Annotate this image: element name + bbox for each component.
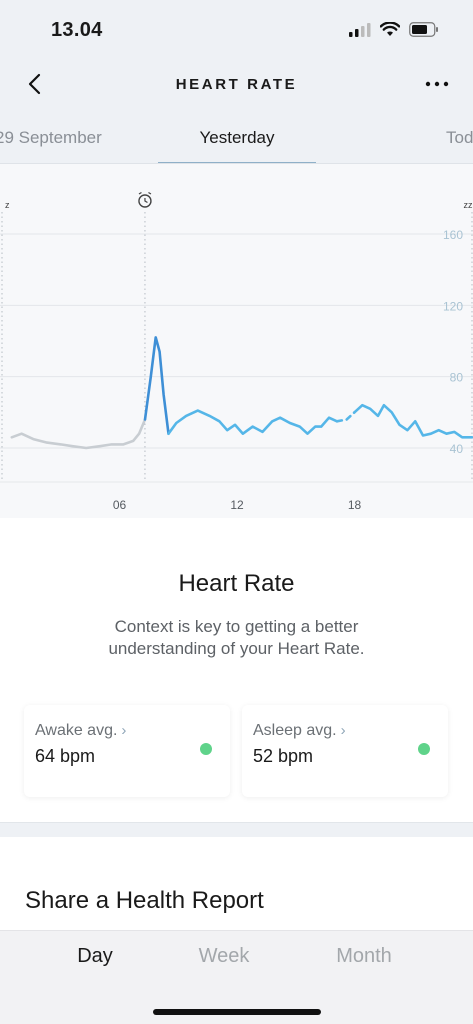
tab-day[interactable]: Day: [77, 945, 113, 967]
y-tick-label: 80: [450, 371, 464, 385]
date-tab-previous[interactable]: 29 September: [0, 128, 102, 147]
awake-average-card[interactable]: Awake avg. › 64 bpm: [24, 705, 230, 797]
date-tab-current[interactable]: Yesterday: [199, 128, 275, 147]
x-tick-label: 12: [230, 498, 244, 512]
y-tick-label: 160: [443, 228, 463, 242]
x-tick-label: 18: [348, 498, 362, 512]
page-title: HEART RATE: [175, 76, 298, 93]
status-bar: 13.04: [0, 0, 473, 62]
date-tab-underline: [158, 162, 316, 163]
card-label: Awake avg. ›: [35, 722, 127, 739]
sleep-icon: z: [5, 200, 10, 210]
status-icons: [349, 22, 439, 37]
y-tick-label: 40: [450, 442, 464, 456]
section-subtitle: Context is key to getting a better under…: [108, 617, 365, 658]
card-value: 64 bpm: [35, 746, 96, 766]
period-tab-bar: Day Week Month: [0, 930, 473, 1024]
tab-week[interactable]: Week: [198, 945, 250, 967]
home-indicator: [153, 1009, 321, 1015]
chevron-right-icon: ›: [121, 722, 127, 739]
date-selector: 29 September Yesterday Today: [0, 106, 473, 164]
chevron-left-icon[interactable]: [22, 70, 50, 98]
battery-icon: [409, 22, 438, 37]
more-horizontal-icon[interactable]: [423, 72, 451, 96]
sleep-icon: zz: [464, 200, 473, 210]
cellular-signal-icon: [349, 22, 371, 37]
status-dot: [418, 743, 430, 755]
alarm-icon: [138, 191, 152, 208]
heart-rate-chart[interactable]: 160 120 80 40 06 12 18 z zz: [0, 164, 473, 518]
tab-month[interactable]: Month: [336, 945, 392, 967]
asleep-average-card[interactable]: Asleep avg. › 52 bpm: [242, 705, 448, 797]
status-dot: [200, 743, 212, 755]
chevron-right-icon: ›: [340, 722, 346, 739]
nav-bar: HEART RATE: [0, 62, 473, 106]
y-tick-label: 120: [443, 299, 463, 313]
status-time: 13.04: [51, 19, 103, 41]
heart-rate-series-line: [10, 418, 147, 450]
heart-rate-series-line: [335, 411, 356, 423]
card-value: 52 bpm: [253, 746, 314, 766]
heart-rate-series-line: [167, 409, 339, 435]
share-title[interactable]: Share a Health Report: [25, 887, 264, 914]
heart-rate-series-line: [143, 336, 170, 435]
share-section: Share a Health Report: [0, 837, 473, 930]
x-tick-label: 06: [113, 498, 127, 512]
heart-rate-chart-svg: 160 120 80 40 06 12 18 z zz: [0, 191, 473, 512]
wifi-icon: [380, 22, 400, 36]
section-title: Heart Rate: [178, 570, 295, 597]
heart-rate-summary: Heart Rate Context is key to getting a b…: [0, 518, 473, 823]
card-label: Asleep avg. ›: [253, 722, 346, 739]
date-tab-next[interactable]: Today: [446, 128, 473, 147]
heart-rate-series-line: [353, 403, 473, 439]
section-divider: [0, 823, 473, 837]
